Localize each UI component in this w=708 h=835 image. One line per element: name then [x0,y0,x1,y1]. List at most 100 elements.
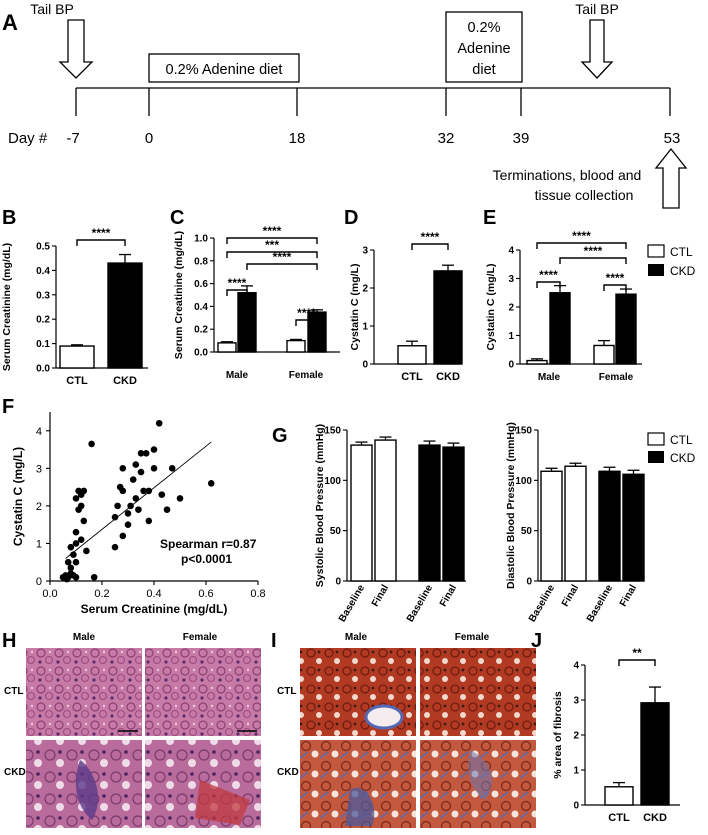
x-tick-label: CTL [66,375,88,387]
tail-bp-start-arrow [58,19,94,79]
chart-c: 0.0 0.2 0.4 0.6 0.8 1.0 Serum Creatinine (mg/d… [173,224,340,381]
panel-d-label: D [344,207,358,229]
data-point [72,495,80,502]
x-tick-label: CKD [113,375,137,387]
day-tick: 18 [289,130,306,147]
panel-g-label: G [272,425,288,447]
y-tick-label: 0.3 [36,290,50,301]
significance-label: **** [263,224,282,238]
legend-ctl-label: CTL [670,433,693,447]
data-point [67,564,75,572]
bar [526,359,548,365]
bar [237,292,257,353]
significance-label: **** [584,244,603,258]
y-tick-label: 1 [362,322,368,333]
y-tick-label: 0 [526,577,532,588]
panel-i-histology: Male Female CTL CKD [277,632,536,828]
x-tick-label: Baseline [405,583,435,625]
data-point [137,450,145,457]
data-point [135,506,142,513]
y-tick-label: 1 [573,766,579,777]
y-axis-title: Diastolic Blood Pressure (mmHg) [505,422,517,589]
legend-ckd-swatch [648,264,664,276]
y-tick-label: 0.4 [194,302,208,313]
significance-bracket [603,284,627,291]
y-tick-label: 150 [324,426,341,437]
data-point [127,502,134,510]
y-tick-label: 0.4 [36,266,50,277]
termination-arrow [654,147,688,209]
data-point [72,558,80,566]
termination-line-2: tissue collection [535,187,634,203]
row-ctl-label: CTL [277,686,296,697]
bar [622,473,645,582]
col-female-label: Female [183,632,218,643]
data-point [207,480,215,487]
data-point [75,487,82,495]
y-tick-label: 2 [508,303,514,314]
data-point [83,547,90,555]
legend-ctl-swatch [647,244,665,258]
data-point [77,502,85,510]
y-tick-label: 0.5 [36,242,50,253]
tail-bp-end-label: Tail BP [575,1,619,17]
diet2-line-2: Adenine [457,41,510,57]
data-point [77,536,85,543]
he-ckd-male-fibrosis [75,760,99,820]
x-tick-label: 0.2 [94,588,109,600]
row-ckd-label: CKD [4,767,26,778]
y-tick-label: 0 [36,576,42,588]
day-tick: -7 [66,130,79,147]
panel-i-label: I [271,630,277,652]
y-tick-label: 4 [573,661,579,672]
significance-label: **** [572,229,591,243]
legend-g: CTL CKD [647,432,696,465]
y-tick-label: 50 [330,526,342,537]
bar [615,293,637,365]
data-point [111,513,119,521]
y-axis-title: Systolic Blood Pressure (mmHg) [314,424,326,587]
data-point [145,487,153,495]
data-point [80,517,88,525]
y-tick-label: 1 [508,331,514,342]
significance-label: **** [273,250,292,264]
y-tick-label: 0.0 [36,364,50,375]
y-tick-label: 0 [335,577,341,588]
y-tick-label: 2 [362,284,368,295]
panel-a: A Tail BP Tail BP 0.2% Adenine diet 0.2%… [2,1,688,209]
x-group-label: Female [599,372,634,383]
data-point [132,495,140,502]
data-point [142,450,150,457]
data-point [124,521,132,528]
row-ctl-label: CTL [4,686,23,697]
y-tick-label: 3 [508,274,514,285]
data-point [88,440,95,448]
y-tick-label: 4 [36,426,42,438]
significance-bracket [226,251,318,258]
diet1-box [148,53,300,83]
significance-bracket [226,289,248,296]
y-tick-label: 3 [36,463,42,475]
y-axis-title: Cystatin C (mg/L) [485,264,497,351]
y-tick-label: 0.8 [194,256,208,267]
chart-j: 0 1 2 3 4 % area of fibrosis CTL CKD ** [552,646,680,824]
panel-a-label: A [2,10,18,35]
legend-ckd-swatch [648,451,664,463]
y-tick-label: 0 [573,801,579,812]
he-ctl-female-image [145,648,261,736]
y-axis-title: Serum Creatinine (mg/dL) [173,231,185,359]
bar [307,311,327,353]
bar [564,465,587,582]
y-tick-label: 1.0 [194,234,208,245]
panel-h-label: H [2,630,16,652]
y-tick-label: 3 [573,696,579,707]
data-point [80,487,88,495]
data-point [67,543,75,551]
col-male-label: Male [345,632,368,643]
panel-h-histology: Male Female CTL CKD [4,632,261,828]
bar [604,786,634,806]
data-point [176,495,184,502]
significance-bracket [411,243,449,250]
data-point [70,551,77,559]
